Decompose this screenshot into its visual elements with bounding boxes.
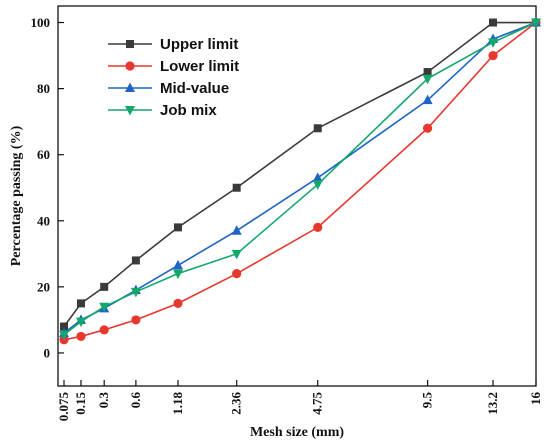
series-line — [63, 21, 537, 336]
series — [59, 17, 541, 345]
x-axis: 0.075 0.15 0.3 0.6 1.18 2.36 4.75 9.5 13.2 16 — [56, 380, 543, 421]
data-point — [100, 282, 109, 291]
series-line — [63, 21, 536, 327]
data-point — [172, 269, 183, 280]
data-point — [232, 183, 241, 192]
data-point — [173, 298, 183, 308]
data-point — [231, 249, 242, 260]
x-tick-label: 1.18 — [170, 392, 185, 415]
data-point — [231, 225, 242, 235]
data-point — [172, 259, 183, 270]
legend-item: Job mix — [108, 102, 217, 119]
data-point — [173, 223, 182, 232]
data-point — [99, 325, 109, 335]
data-point — [422, 94, 433, 105]
x-tick-label: 13.2 — [485, 392, 500, 415]
data-point — [131, 256, 140, 265]
data-point — [313, 124, 322, 133]
data-point — [531, 18, 541, 29]
x-tick-label: 2.36 — [229, 392, 244, 415]
legend-label: Lower limit — [160, 58, 239, 75]
data-point — [76, 331, 86, 342]
data-point — [60, 322, 68, 331]
data-point — [423, 123, 433, 133]
y-tick-label: 0 — [44, 345, 51, 360]
data-point — [313, 222, 323, 232]
data-point — [76, 299, 85, 308]
x-tick-label: 9.5 — [420, 392, 435, 409]
y-tick-label: 20 — [37, 279, 50, 294]
y-axis: 0 20 40 60 80 100 — [31, 15, 64, 360]
x-tick-label: 16 — [528, 392, 543, 406]
series-layer — [59, 17, 541, 345]
data-point — [422, 74, 433, 85]
x-tick-label: 0.075 — [56, 392, 71, 422]
y-axis-title: Percentage passing (%) — [9, 125, 24, 266]
data-point — [488, 38, 499, 48]
data-point — [423, 68, 432, 77]
legend-marker — [125, 106, 135, 116]
legend-label: Job mix — [160, 102, 217, 119]
y-tick-label: 100 — [31, 15, 51, 30]
data-point — [131, 315, 141, 325]
legend-label: Upper limit — [160, 36, 238, 53]
legend-item: Upper limit — [108, 36, 238, 53]
y-tick-label: 40 — [37, 213, 50, 228]
x-tick-label: 0.15 — [73, 392, 88, 415]
legend-marker — [125, 82, 135, 92]
x-tick-label: 0.3 — [96, 392, 111, 409]
data-point — [130, 287, 141, 298]
data-point — [232, 269, 242, 279]
legend-item: Mid-value — [108, 80, 229, 97]
series-line — [63, 21, 537, 341]
legend: Upper limit Lower limit Mid-value Job mix — [108, 36, 239, 119]
legend-marker — [126, 40, 134, 48]
data-point — [75, 317, 86, 328]
series — [59, 18, 541, 341]
plot-frame — [57, 5, 537, 387]
data-point — [312, 172, 323, 182]
data-point — [59, 330, 69, 341]
data-point — [99, 302, 110, 313]
x-tick-label: 4.75 — [310, 392, 325, 415]
legend-marker — [125, 61, 135, 71]
data-point — [488, 50, 498, 61]
data-point — [312, 180, 323, 190]
series-line — [63, 21, 537, 334]
y-tick-label: 80 — [37, 81, 50, 96]
y-tick-label: 60 — [37, 147, 50, 162]
legend-item: Lower limit — [108, 58, 239, 75]
x-tick-label: 0.6 — [128, 392, 143, 409]
x-axis-title: Mesh size (mm) — [250, 425, 344, 440]
data-point — [489, 18, 498, 27]
legend-label: Mid-value — [160, 80, 229, 97]
